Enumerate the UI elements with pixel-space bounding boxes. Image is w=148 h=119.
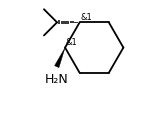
Text: &1: &1 bbox=[80, 13, 92, 22]
Text: &1: &1 bbox=[66, 38, 77, 47]
Polygon shape bbox=[55, 48, 65, 68]
Text: H₂N: H₂N bbox=[45, 73, 69, 86]
